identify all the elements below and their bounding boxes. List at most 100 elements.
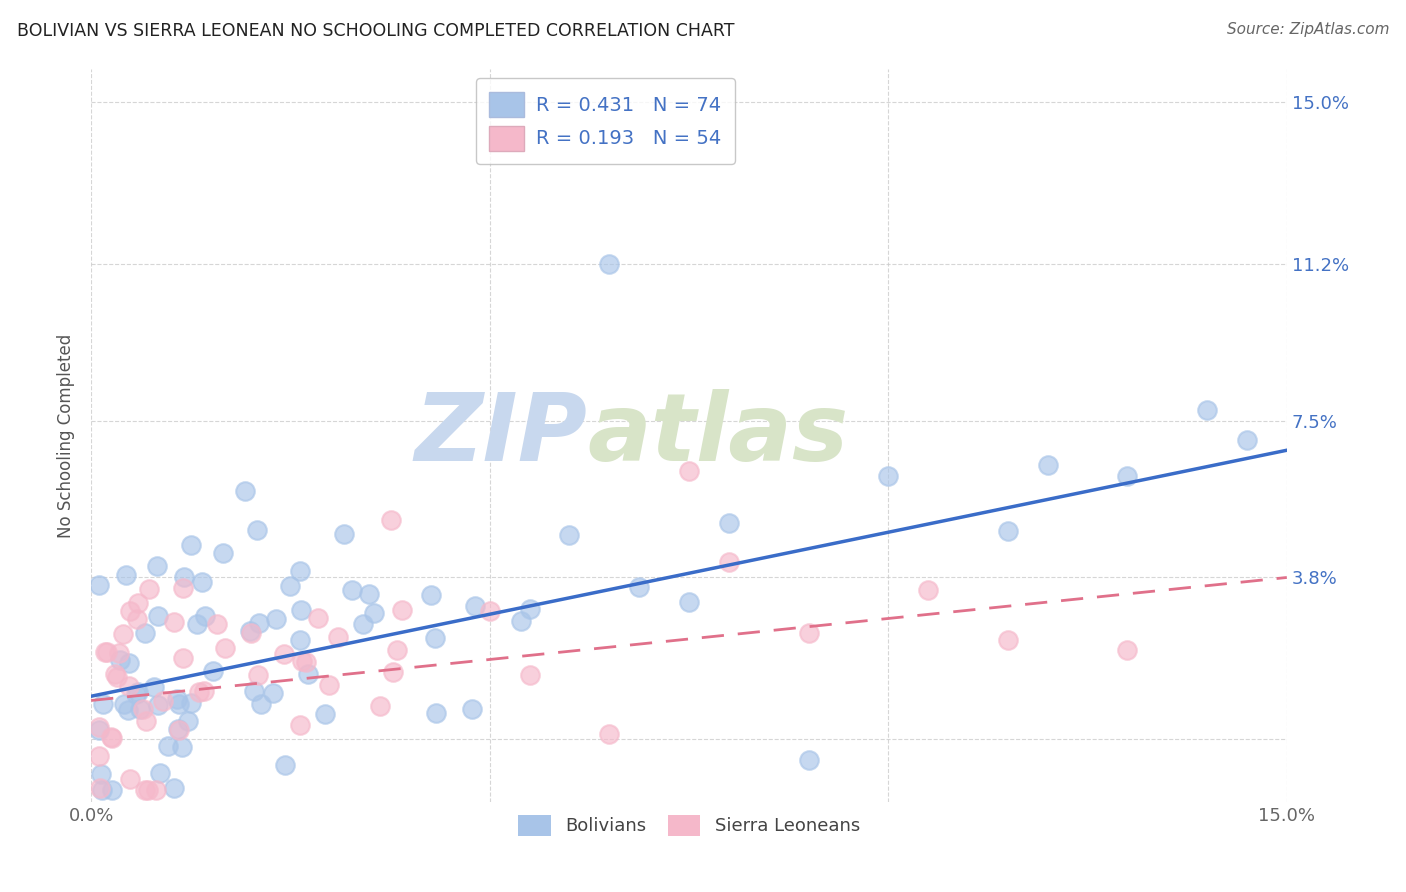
Point (191, 574, 214, 589)
Point (278, 578, 301, 592)
Point (478, 604, 501, 618)
Point (352, 617, 374, 632)
Point (273, 647, 295, 661)
Point (152, 694, 174, 708)
Text: ZIP: ZIP (415, 390, 588, 482)
Point (205, 616, 228, 631)
Point (188, 685, 211, 699)
Point (202, 664, 225, 678)
Point (177, 714, 200, 728)
Point (125, 687, 148, 701)
Point (180, 696, 202, 710)
Point (917, 582, 939, 597)
Point (166, 692, 188, 706)
Point (797, 753, 820, 767)
Point (90, 782, 112, 797)
Point (997, 632, 1019, 647)
Text: atlas: atlas (588, 390, 849, 482)
Point (380, 513, 402, 527)
Point (166, 723, 188, 737)
Point (274, 758, 297, 772)
Point (127, 596, 149, 610)
Point (519, 601, 541, 615)
Point (118, 603, 141, 617)
Point (145, 558, 167, 573)
Point (132, 702, 155, 716)
Point (89, 578, 111, 592)
Point (297, 666, 319, 681)
Point (997, 524, 1019, 538)
Point (118, 772, 141, 786)
Point (100, 782, 122, 797)
Point (391, 603, 413, 617)
Point (104, 667, 127, 681)
Point (797, 626, 820, 640)
Point (262, 686, 284, 700)
Point (145, 782, 167, 797)
Point (291, 654, 314, 668)
Point (1116, 643, 1139, 657)
Point (100, 730, 122, 744)
Point (156, 739, 179, 753)
Point (108, 653, 131, 667)
Point (89, 720, 111, 734)
Point (170, 740, 193, 755)
Point (233, 483, 256, 498)
Point (138, 582, 160, 596)
Point (118, 679, 141, 693)
Point (464, 599, 486, 614)
Point (1036, 458, 1059, 472)
Point (368, 698, 391, 713)
Point (172, 650, 194, 665)
Point (173, 570, 195, 584)
Point (125, 612, 148, 626)
Point (134, 782, 156, 797)
Point (186, 616, 208, 631)
Point (627, 580, 650, 594)
Point (89, 748, 111, 763)
Point (318, 678, 340, 692)
Point (135, 714, 157, 728)
Point (717, 516, 740, 531)
Point (112, 697, 135, 711)
Point (101, 731, 124, 745)
Point (288, 564, 311, 578)
Point (239, 625, 262, 640)
Point (96, 645, 118, 659)
Point (89, 781, 111, 796)
Point (142, 680, 165, 694)
Point (211, 546, 233, 560)
Point (425, 631, 447, 645)
Point (510, 614, 533, 628)
Point (245, 523, 267, 537)
Point (420, 588, 443, 602)
Point (246, 667, 269, 681)
Point (194, 608, 217, 623)
Y-axis label: No Schooling Completed: No Schooling Completed (58, 334, 75, 538)
Point (678, 465, 700, 479)
Point (180, 538, 202, 552)
Point (93, 645, 115, 659)
Point (136, 782, 159, 797)
Point (264, 612, 287, 626)
Point (163, 615, 186, 629)
Text: BOLIVIAN VS SIERRA LEONEAN NO SCHOOLING COMPLETED CORRELATION CHART: BOLIVIAN VS SIERRA LEONEAN NO SCHOOLING … (17, 22, 734, 40)
Point (678, 595, 700, 609)
Point (314, 707, 336, 722)
Point (1236, 434, 1258, 448)
Point (118, 656, 141, 670)
Point (146, 608, 169, 623)
Point (717, 555, 740, 569)
Point (598, 727, 620, 741)
Point (214, 641, 236, 656)
Point (1116, 468, 1139, 483)
Point (290, 718, 312, 732)
Point (288, 632, 311, 647)
Point (107, 646, 129, 660)
Text: Source: ZipAtlas.com: Source: ZipAtlas.com (1226, 22, 1389, 37)
Point (149, 765, 172, 780)
Point (172, 581, 194, 595)
Point (105, 670, 128, 684)
Point (519, 668, 541, 682)
Point (193, 684, 215, 698)
